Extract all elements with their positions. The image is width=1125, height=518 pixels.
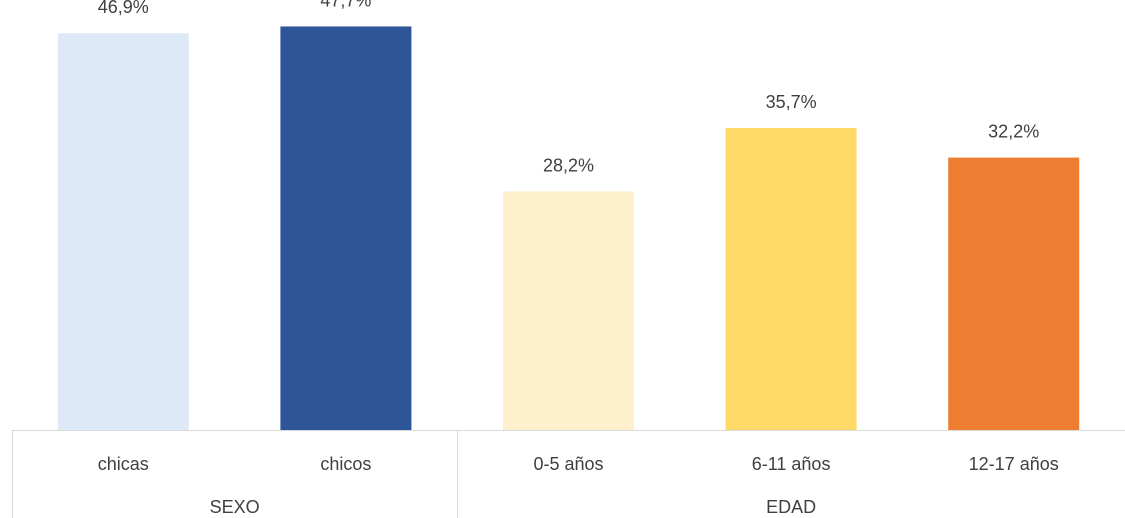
bar-0-5-anos: [503, 191, 634, 430]
group-label-edad: EDAD: [766, 497, 816, 517]
bar-12-17-anos: [948, 157, 1080, 430]
category-label-chicas: chicas: [98, 454, 149, 474]
category-label-chicos: chicos: [320, 454, 371, 474]
category-label-0-5-anos: 0-5 años: [533, 454, 603, 474]
value-label-12-17-anos: 32,2%: [988, 122, 1039, 142]
category-label-6-11-anos: 6-11 años: [752, 454, 831, 474]
value-labels-layer: 46,9% 47,7% 28,2% 35,7% 32,2%: [98, 0, 1039, 175]
value-label-0-5-anos: 28,2%: [543, 155, 594, 175]
category-label-12-17-anos: 12-17 años: [969, 454, 1059, 474]
value-label-chicas: 46,9%: [98, 0, 149, 17]
value-label-chicos: 47,7%: [320, 0, 371, 10]
bar-6-11-anos: [725, 127, 857, 430]
value-label-6-11-anos: 35,7%: [766, 92, 817, 112]
bars-layer: [57, 26, 1080, 430]
bar-chicos: [280, 26, 412, 430]
group-label-sexo: SEXO: [210, 497, 260, 517]
bar-chicas: [57, 33, 189, 430]
category-axis: chicas chicos 0-5 años 6-11 años 12-17 años S…: [12, 430, 1125, 518]
